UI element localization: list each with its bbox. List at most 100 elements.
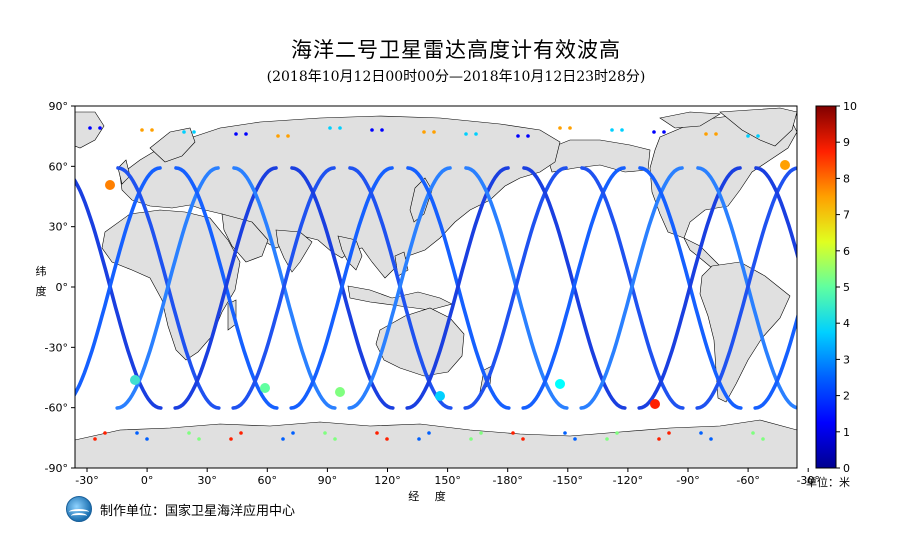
land-greenland-west <box>75 111 105 149</box>
swh-point <box>239 431 243 435</box>
swh-point <box>432 130 436 134</box>
swh-point <box>338 126 342 130</box>
swh-point <box>150 128 154 132</box>
swh-point <box>563 431 567 435</box>
swh-track-descending <box>753 312 797 410</box>
land-antarctica <box>75 419 797 468</box>
swh-point <box>714 132 718 136</box>
swh-point <box>761 437 765 441</box>
lon-tick-label: -180° <box>492 474 522 487</box>
colorbar-tick-label: 3 <box>843 353 850 366</box>
lat-tick-label: 0° <box>56 281 69 294</box>
swh-high-wave-marker <box>780 160 790 170</box>
swh-point <box>427 431 431 435</box>
lon-tick-label: -30° <box>796 474 819 487</box>
lat-tick-label: -60° <box>45 402 68 415</box>
swh-point <box>667 431 671 435</box>
swh-point <box>756 134 760 138</box>
swh-track-descending <box>289 166 394 410</box>
swh-track-descending <box>231 166 336 410</box>
swh-point <box>229 437 233 441</box>
page-subtitle: (2018年10月12日00时00分—2018年10月12日23时28分) <box>266 69 646 85</box>
lon-tick-label: 30° <box>197 474 217 487</box>
swh-point <box>474 132 478 136</box>
colorbar-tick-label: 5 <box>843 281 850 294</box>
colorbar-tick-label: 2 <box>843 390 850 403</box>
swh-point <box>516 134 520 138</box>
land-australia <box>375 307 465 377</box>
lon-tick-label: -150° <box>553 474 583 487</box>
swh-track-descending <box>521 166 626 410</box>
lat-tick-label: -90° <box>45 462 68 475</box>
swh-point <box>281 437 285 441</box>
swh-point <box>568 126 572 130</box>
swh-point <box>620 128 624 132</box>
y-axis-title-char: 纬 <box>35 265 47 278</box>
swh-track-descending <box>115 166 220 410</box>
swh-point <box>286 134 290 138</box>
y-axis-title: 纬 度 <box>34 262 48 302</box>
swh-point <box>558 126 562 130</box>
colorbar-tick-label: 9 <box>843 136 850 149</box>
swh-point <box>479 431 483 435</box>
swh-point <box>140 128 144 132</box>
swh-track-layer <box>75 160 797 410</box>
swh-point <box>197 437 201 441</box>
swh-point <box>746 134 750 138</box>
swh-point <box>657 437 661 441</box>
lon-tick-label: 0° <box>141 474 154 487</box>
land-arctic-islands <box>659 111 721 129</box>
swh-point <box>464 132 468 136</box>
x-axis-title: 经 度 <box>408 490 452 503</box>
swh-point <box>573 437 577 441</box>
colorbar-tick-label: 8 <box>843 172 850 185</box>
colorbar-unit-label: 单位：米 <box>806 476 850 489</box>
colorbar <box>815 105 837 469</box>
swh-high-wave-marker <box>650 399 660 409</box>
swh-high-wave-marker <box>335 387 345 397</box>
lon-tick-label: -60° <box>736 474 759 487</box>
colorbar-tick-label: 0 <box>843 462 850 475</box>
producer-label: 制作单位：国家卫星海洋应用中心 <box>100 503 296 519</box>
swh-high-wave-marker <box>105 180 115 190</box>
swh-scatter-layer <box>88 126 765 441</box>
swh-point <box>234 132 238 136</box>
swh-point <box>98 126 102 130</box>
land-arabia <box>221 213 269 263</box>
swh-point <box>385 437 389 441</box>
lat-tick-label: 90° <box>49 100 69 113</box>
swh-track-descending <box>173 166 278 410</box>
swh-point <box>192 130 196 134</box>
swh-point <box>469 437 473 441</box>
swh-track-descending <box>405 166 510 410</box>
swh-point <box>135 431 139 435</box>
swh-high-wave-marker <box>435 391 445 401</box>
lon-tick-label: 90° <box>318 474 338 487</box>
swh-point <box>422 130 426 134</box>
swh-point <box>187 431 191 435</box>
swh-point <box>244 132 248 136</box>
colorbar-tick-label: 4 <box>843 317 850 330</box>
swh-point <box>103 431 107 435</box>
swh-track-descending <box>75 166 162 398</box>
swh-high-wave-marker <box>555 379 565 389</box>
lon-tick-label: 150° <box>434 474 461 487</box>
longitude-ticks: -30° 0° 30° 60° 90° 120° 150° -180° -150° -120° -9… <box>75 468 820 487</box>
lon-tick-label: 120° <box>374 474 401 487</box>
swh-track-descending <box>579 166 684 410</box>
swh-point <box>709 437 713 441</box>
swh-track-descending <box>463 166 568 410</box>
swh-point <box>662 130 666 134</box>
lat-tick-label: 60° <box>49 160 69 173</box>
land-layer <box>75 107 797 468</box>
swh-point <box>93 437 97 441</box>
land-greenland <box>719 107 797 147</box>
swh-point <box>521 437 525 441</box>
swh-point <box>375 431 379 435</box>
swh-point <box>291 431 295 435</box>
latitude-ticks: 90° 60° 30° 0° -30° -60° -90° <box>45 100 75 475</box>
colorbar-tick-label: 7 <box>843 209 850 222</box>
swh-point <box>333 437 337 441</box>
swh-point <box>370 128 374 132</box>
